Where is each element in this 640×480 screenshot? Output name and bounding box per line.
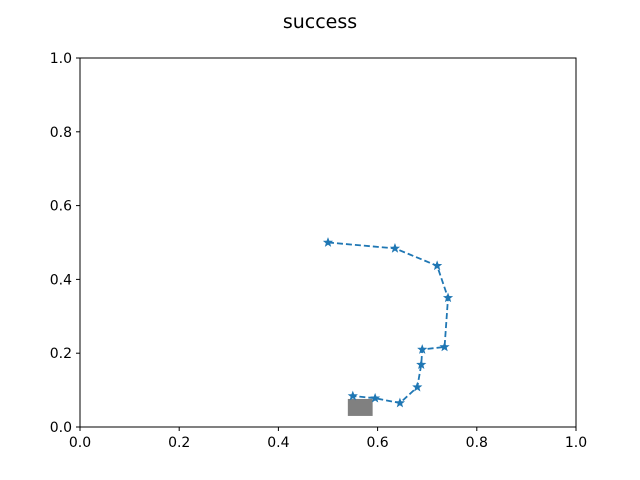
x-tick-label: 0.0 xyxy=(69,435,91,451)
x-tick-label: 1.0 xyxy=(565,435,587,451)
target-square xyxy=(347,398,373,416)
y-tick-label: 0.8 xyxy=(50,125,72,141)
x-tick-label: 0.8 xyxy=(466,435,488,451)
star-marker xyxy=(417,344,428,354)
axes-frame xyxy=(79,57,577,428)
y-tick-label: 0.0 xyxy=(50,420,72,436)
star-marker xyxy=(416,359,427,369)
star-marker xyxy=(432,260,443,271)
chart-title: success xyxy=(283,11,357,33)
x-tick-label: 0.2 xyxy=(168,435,190,451)
star-marker xyxy=(439,341,450,352)
star-marker xyxy=(347,390,358,401)
y-tick-label: 0.2 xyxy=(50,346,72,362)
x-tick-label: 0.6 xyxy=(366,435,388,451)
star-marker xyxy=(412,381,423,392)
y-tick-label: 0.4 xyxy=(50,272,72,288)
star-marker xyxy=(394,397,406,408)
star-marker xyxy=(370,392,381,403)
y-tick-label: 0.6 xyxy=(50,199,72,215)
x-tick-label: 0.4 xyxy=(267,435,289,451)
y-tick-label: 1.0 xyxy=(50,51,72,67)
star-marker xyxy=(322,237,334,247)
star-marker xyxy=(389,243,401,253)
star-marker xyxy=(442,292,454,303)
